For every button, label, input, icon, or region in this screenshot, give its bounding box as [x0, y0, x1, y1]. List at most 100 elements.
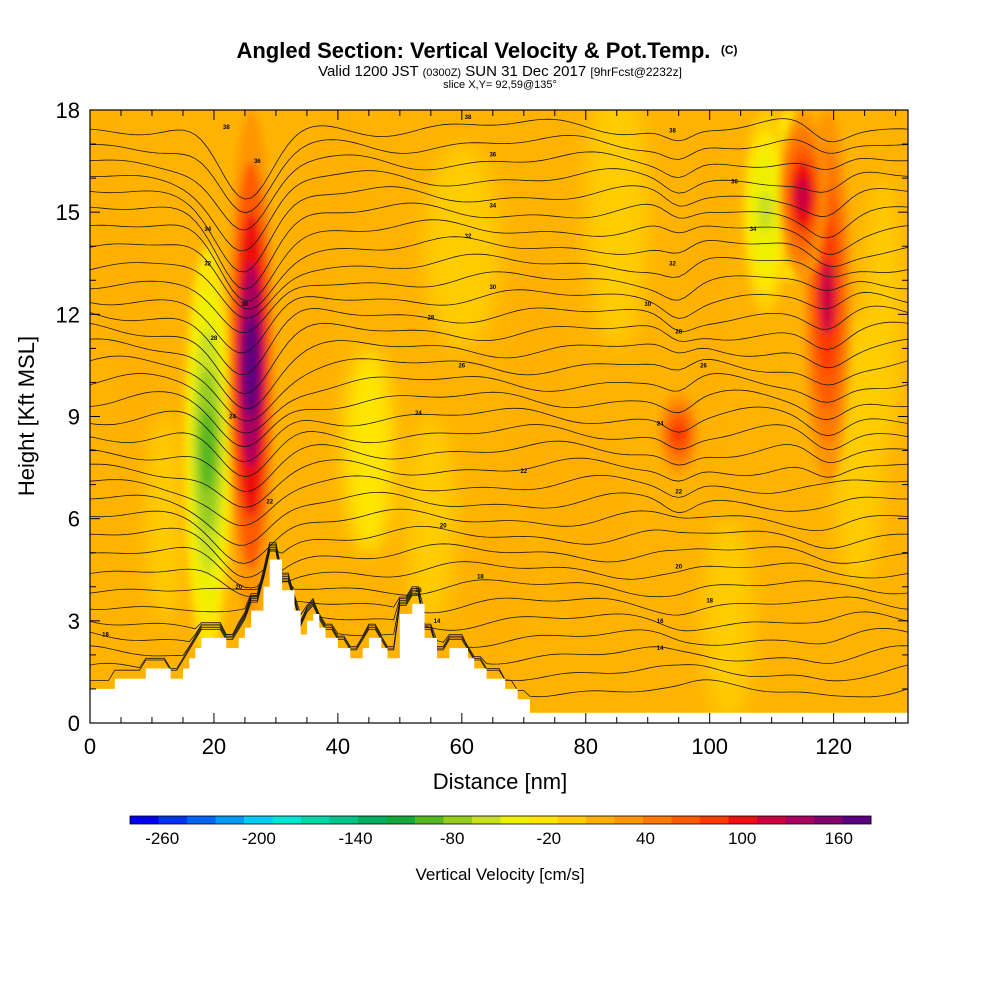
theta-label: 34 [489, 203, 496, 209]
theta-contour [90, 134, 908, 214]
colorbar-swatch [329, 816, 359, 824]
bg-patch [542, 416, 630, 621]
updraft-core [794, 178, 811, 213]
theta-contour [90, 253, 908, 319]
theta-label: 28 [675, 329, 682, 335]
theta-label: 14 [434, 619, 441, 625]
colorbar-swatch [557, 816, 587, 824]
colorbar-tick-label: -260 [145, 829, 179, 848]
theta-contour [90, 118, 908, 200]
colorbar-swatch [500, 816, 530, 824]
colorbar-tick-label: -80 [440, 829, 465, 848]
title-main: Angled Section: Vertical Velocity & Pot.… [236, 38, 710, 63]
theta-label: 32 [204, 261, 211, 267]
theta-label: 38 [465, 115, 472, 121]
y-tick-label: 18 [56, 98, 80, 123]
subtitle-utc: (0300Z) [423, 67, 462, 79]
theta-contour [90, 457, 908, 508]
theta-contour [90, 355, 908, 422]
theta-contour [90, 305, 908, 375]
theta-label: 24 [415, 411, 422, 417]
colorbar-swatch [130, 816, 159, 824]
theta-contour [90, 491, 908, 546]
colorbar-swatch [158, 816, 188, 824]
colorbar-swatch [814, 816, 843, 824]
bg-patch [145, 416, 183, 621]
x-tick-label: 40 [326, 734, 350, 759]
y-tick-label: 15 [56, 200, 80, 225]
downdraft-core [200, 409, 216, 492]
colorbar-swatch [842, 816, 872, 824]
colorbar-swatch [244, 816, 273, 824]
theta-label: 14 [657, 646, 664, 652]
theta-label: 22 [675, 489, 682, 495]
theta-label: 16 [657, 619, 664, 625]
colorbar-ticks: -260 -200 -140 -80 -20 40 100 160 [145, 829, 853, 848]
theta-contour [90, 424, 908, 478]
x-tick-label: 0 [84, 734, 96, 759]
terrain [90, 559, 908, 723]
theta-contour [90, 389, 908, 448]
updraft-core [819, 259, 836, 335]
theta-contour [90, 271, 908, 334]
colorbar-swatch [443, 816, 473, 824]
theta-label: 16 [415, 588, 422, 594]
theta-contour [90, 168, 908, 252]
theta-label: 30 [242, 302, 249, 308]
theta-contour [90, 151, 908, 231]
velocity-cores [184, 110, 851, 655]
theta-label: 36 [489, 152, 496, 158]
chart-title: Angled Section: Vertical Velocity & Pot.… [236, 38, 737, 63]
theta-contour [90, 526, 908, 578]
theta-label: 34 [750, 227, 757, 233]
colorbar-tick-label: -200 [242, 829, 276, 848]
subtitle-valid: Valid 1200 JST [318, 63, 418, 80]
colorbar-tick-label: 40 [636, 829, 655, 848]
theta-label: 38 [223, 125, 230, 131]
velocity-field: 38 36 34 32 30 28 24 22 20 18 38 36 34 32 30 28 26 24 22 20… [90, 110, 908, 723]
theta-label: 36 [731, 180, 738, 186]
theta-label: 18 [102, 632, 109, 638]
theta-label: 34 [204, 227, 211, 233]
bg-patch [406, 416, 456, 621]
theta-label: 22 [266, 500, 273, 506]
bg-patch [585, 110, 648, 349]
x-tick-labels: 0 20 40 60 80 100 120 [84, 734, 852, 759]
colorbar-swatch [785, 816, 815, 824]
bg-patch [703, 518, 754, 723]
theta-contour [90, 543, 908, 589]
theta-labels: 38 36 34 32 30 28 24 22 20 18 38 36 34 32 30 28 26 24 22 20… [102, 115, 757, 652]
theta-label: 38 [669, 128, 676, 134]
x-tick-label: 100 [691, 734, 728, 759]
subtitle-date: SUN 31 Dec 2017 [465, 63, 586, 80]
theta-contour [90, 202, 908, 290]
theta-label: 36 [254, 159, 261, 165]
x-tick-label: 20 [202, 734, 226, 759]
theta-label: 20 [440, 523, 447, 529]
theta-contour [90, 508, 908, 564]
theta-contour [90, 321, 908, 395]
colorbar-swatch [301, 816, 330, 824]
theta-contour [90, 440, 908, 493]
colorbar-swatch [757, 816, 786, 824]
colorbar-tick-label: -140 [339, 829, 373, 848]
colorbar-tick-label: -20 [537, 829, 562, 848]
theta-contour [90, 550, 908, 598]
subtitle-fcst: [9hrFcst@2232z] [590, 65, 682, 79]
y-axis-label: Height [Kft MSL] [14, 336, 39, 496]
theta-label: 26 [700, 363, 707, 369]
bg-patch [424, 144, 499, 349]
colorbar [129, 815, 872, 825]
colorbar-swatch [415, 816, 444, 824]
theta-contour [90, 543, 908, 636]
bg-patch [864, 178, 902, 451]
theta-label: 30 [644, 302, 651, 308]
x-tick-label: 60 [450, 734, 474, 759]
theta-label: 28 [427, 316, 434, 322]
theta-label: 28 [211, 336, 218, 342]
theta-label: 26 [458, 363, 465, 369]
colorbar-swatch [586, 816, 615, 824]
colorbar-label: Vertical Velocity [cm/s] [415, 865, 584, 884]
chart-subtitle: Valid 1200 JST (0300Z) SUN 31 Dec 2017 [… [318, 63, 682, 80]
